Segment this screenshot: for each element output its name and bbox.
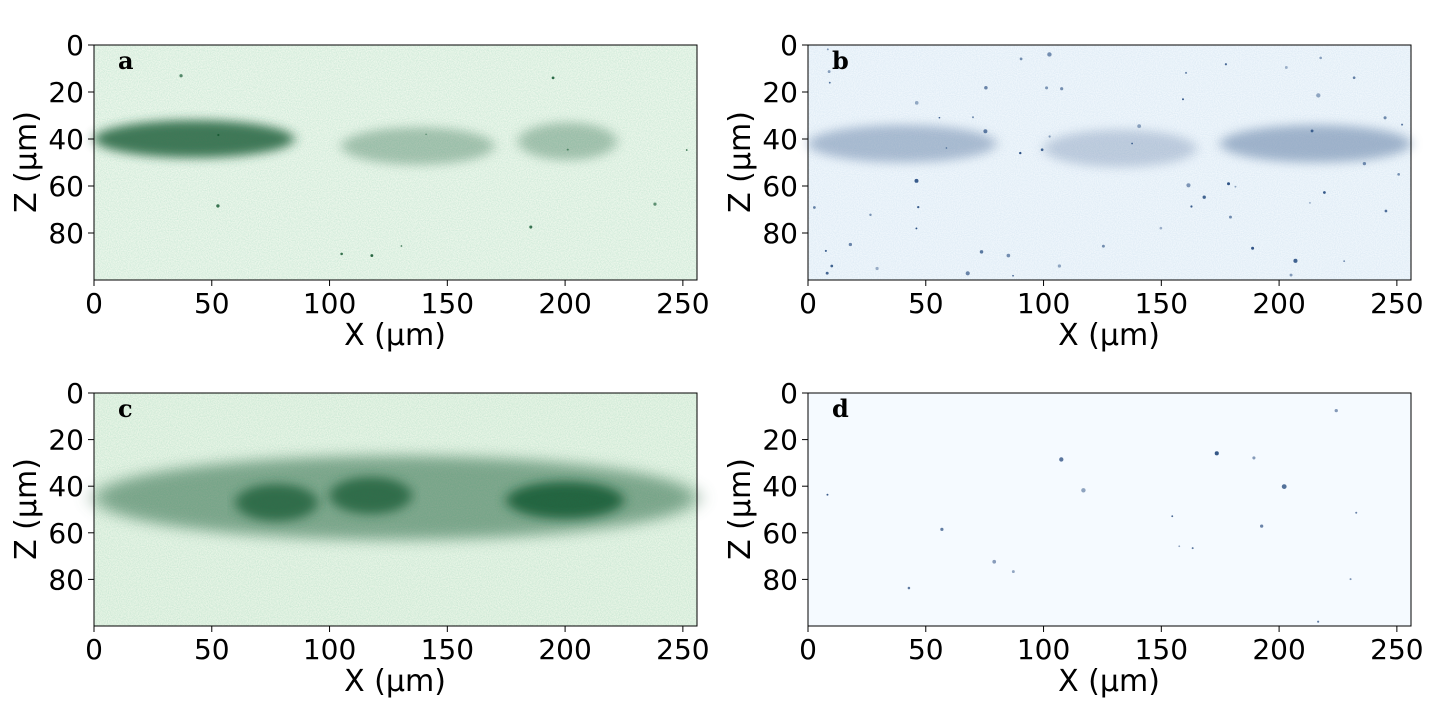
x-tick-label: 150	[421, 633, 474, 666]
panel-b: b 0 50 100 150 200 250 0 20 40 60 80 X (μm) Z (μm…	[723, 29, 1424, 353]
y-tick-label: 40	[762, 123, 798, 156]
panel-d: d 0 50 100 150 200 250 0 20 40 60 80 X (μm) Z (μm…	[723, 377, 1424, 699]
x-tick-label: 50	[908, 633, 944, 666]
x-tick-label: 100	[1017, 633, 1070, 666]
speckle	[992, 559, 997, 564]
x-tick-label: 0	[799, 633, 817, 666]
x-tick-label: 50	[194, 287, 230, 320]
speckle	[1178, 545, 1181, 548]
y-ticks: 0 20 40 60 80	[48, 29, 94, 250]
x-tick-label: 250	[1370, 287, 1423, 320]
panel-letter: a	[118, 46, 134, 75]
x-tick-label: 200	[1252, 633, 1305, 666]
x-tick-label: 0	[85, 633, 103, 666]
y-tick-label: 20	[48, 424, 84, 457]
x-ticks: 0 50 100 150 200 250	[799, 626, 1424, 666]
image-area	[826, 408, 1358, 623]
speckle	[940, 527, 944, 531]
x-axis-label: X (μm)	[1058, 318, 1160, 353]
x-tick-label: 100	[303, 287, 356, 320]
image-frame	[807, 44, 1412, 281]
image-frame	[807, 392, 1412, 627]
x-tick-label: 200	[538, 633, 591, 666]
x-tick-label: 250	[1370, 633, 1423, 666]
y-tick-label: 40	[48, 470, 84, 503]
y-tick-label: 0	[780, 29, 798, 62]
panel-letter: d	[832, 394, 849, 423]
y-tick-label: 80	[48, 217, 84, 250]
speckle	[1059, 457, 1064, 462]
y-tick-label: 20	[762, 76, 798, 109]
image-noise	[808, 45, 1411, 280]
y-tick-label: 20	[762, 424, 798, 457]
speckle	[1334, 408, 1338, 413]
y-ticks: 0 20 40 60 80	[762, 29, 808, 250]
x-tick-label: 100	[303, 633, 356, 666]
speckle	[1281, 484, 1287, 490]
speckle	[1355, 511, 1358, 514]
speckle	[1191, 547, 1194, 550]
y-tick-label: 60	[48, 517, 84, 550]
x-tick-label: 200	[1252, 287, 1305, 320]
y-tick-label: 60	[762, 170, 798, 203]
y-axis-label: Z (μm)	[9, 458, 44, 560]
x-tick-label: 150	[421, 287, 474, 320]
x-ticks: 0 50 100 150 200 250	[85, 280, 710, 320]
y-tick-label: 60	[48, 170, 84, 203]
y-ticks: 0 20 40 60 80	[762, 377, 808, 596]
panel-letter: c	[118, 394, 133, 423]
y-tick-label: 0	[66, 377, 84, 410]
image-noise	[94, 393, 697, 626]
y-axis-label: Z (μm)	[723, 458, 758, 560]
speckle	[1317, 620, 1320, 623]
speckle	[1171, 515, 1174, 518]
y-axis-label: Z (μm)	[9, 111, 44, 213]
x-axis-label: X (μm)	[344, 318, 446, 353]
speckle	[907, 586, 911, 590]
x-axis-label: X (μm)	[344, 664, 446, 699]
y-tick-label: 20	[48, 76, 84, 109]
y-tick-label: 0	[780, 377, 798, 410]
image-noise	[94, 45, 697, 280]
y-axis-label: Z (μm)	[723, 111, 758, 213]
speckle	[826, 493, 829, 496]
speckle	[1252, 456, 1256, 460]
x-tick-label: 250	[656, 633, 709, 666]
y-tick-label: 80	[762, 563, 798, 596]
x-tick-label: 50	[194, 633, 230, 666]
speckle	[1081, 488, 1086, 493]
x-tick-label: 200	[538, 287, 591, 320]
x-tick-label: 0	[799, 287, 817, 320]
speckle	[1260, 524, 1264, 528]
x-ticks: 0 50 100 150 200 250	[85, 626, 710, 666]
speckle	[1349, 578, 1352, 581]
x-ticks: 0 50 100 150 200 250	[799, 280, 1424, 320]
image-background	[808, 393, 1411, 626]
x-tick-label: 100	[1017, 287, 1070, 320]
x-tick-label: 250	[656, 287, 709, 320]
y-tick-label: 80	[48, 563, 84, 596]
panel-c: c 0 50 100 150 200 250 0 20 40 60 80 X (μm) Z (μm…	[9, 377, 710, 699]
x-tick-label: 50	[908, 287, 944, 320]
speckle	[1011, 570, 1015, 573]
x-axis-label: X (μm)	[1058, 664, 1160, 699]
panel-a: a 0 50 100 150 200 250 0 20 40 60 80 X (μm) Z (μm…	[9, 29, 710, 353]
y-tick-label: 40	[48, 123, 84, 156]
speckle	[1214, 451, 1219, 456]
y-tick-label: 0	[66, 29, 84, 62]
y-tick-label: 80	[762, 217, 798, 250]
y-ticks: 0 20 40 60 80	[48, 377, 94, 596]
y-tick-label: 40	[762, 470, 798, 503]
x-tick-label: 0	[85, 287, 103, 320]
panel-letter: b	[832, 46, 849, 75]
image-frame	[93, 392, 698, 627]
y-tick-label: 60	[762, 517, 798, 550]
image-frame	[93, 44, 698, 281]
x-tick-label: 150	[1135, 287, 1188, 320]
x-tick-label: 150	[1135, 633, 1188, 666]
